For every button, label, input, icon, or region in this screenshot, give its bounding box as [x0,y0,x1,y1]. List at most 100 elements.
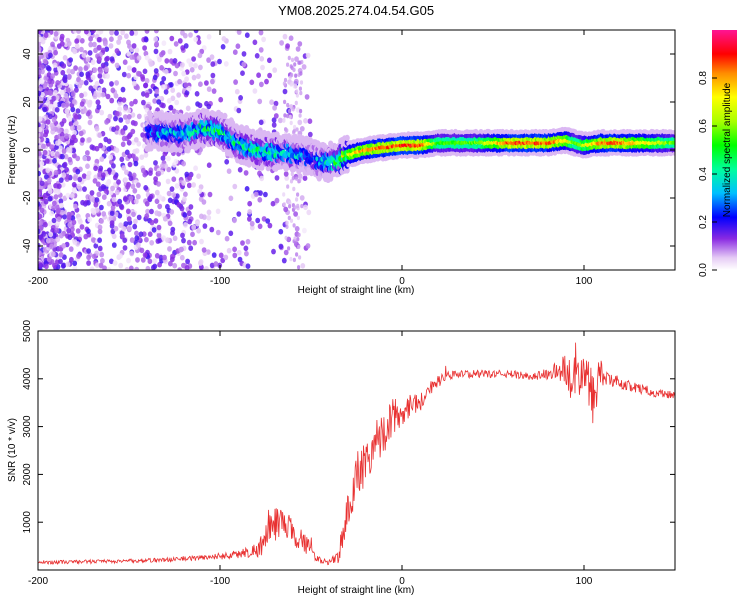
spectrogram-noise-point [273,100,279,107]
spectrogram-noise-point [48,103,54,110]
spectrogram-noise-point [132,223,138,230]
spectrogram-noise-point [148,170,153,176]
spectrogram-noise-point [56,216,62,222]
spectrogram-noise-point [48,113,53,120]
spectrogram-noise-point [286,62,290,67]
spectrogram-noise-point [97,132,103,138]
spectrogram-noise-point [188,32,193,38]
spectrogram-noise-point [114,147,120,154]
spectrogram-noise-point [126,140,132,146]
spectrogram-noise-point [255,217,261,224]
spectrogram-noise-point [286,198,290,203]
spectrogram-noise-point [108,43,114,49]
spectrogram-noise-point [209,54,215,60]
spectrogram-noise-point [151,227,157,233]
spectrogram-noise-point [43,32,49,38]
spectrogram-noise-point [149,208,154,215]
spectrogram-noise-point [133,198,139,205]
spectrogram-noise-point [243,245,249,252]
spectrogram-noise-point [299,71,303,76]
spectrogram-noise-point [38,116,43,122]
spectrogram-noise-point [129,54,135,60]
spectrogram-noise-point [217,58,222,65]
spectrogram-noise-point [184,265,190,270]
spectrogram-noise-point [72,129,77,136]
spectrogram-noise-point [58,252,64,258]
spectrogram-noise-point [89,266,95,270]
spectrogram-noise-point [72,175,78,181]
spectrogram-noise-point [82,201,88,207]
spectrogram-noise-point [213,261,219,267]
spectrogram-noise-point [38,80,41,86]
spectrogram-noise-point [236,249,242,256]
spectrogram-noise-point [47,196,53,202]
spectrogram-noise-point [289,104,293,109]
spectrogram-noise-point [278,243,284,250]
spectrogram-noise-point [70,125,75,131]
spectrogram-noise-point [295,93,299,98]
spectrogram-noise-point [42,106,48,113]
spectrogram-noise-point [104,66,109,73]
spectrogram-noise-point [283,99,287,105]
spectrogram-noise-point [47,184,53,190]
spectrogram-noise-point [152,74,158,81]
spectrogram-noise-point [128,175,134,182]
spectrogram-noise-point [124,266,130,270]
spectrogram-noise-point [79,38,85,44]
spectrogram-noise-point [153,36,159,42]
spectrogram-noise-point [85,73,91,79]
spectrogram-noise-point [117,34,123,41]
spectrogram-noise-point [109,56,115,62]
spectrogram-noise-point [79,79,84,86]
spectrogram-noise-point [48,52,53,59]
spectrogram-noise-point [38,69,42,75]
spectrogram-noise-point [38,90,42,97]
spectrogram-noise-point [271,248,276,255]
spectrogram-noise-point [109,210,115,217]
spectrogram-noise-point [161,102,166,109]
spectrogram-noise-point [241,61,247,68]
spectrogram-noise-point [171,176,177,182]
spectrogram-noise-point [168,260,173,267]
spectrogram-noise-point [234,88,240,95]
spectrogram-noise-point [101,194,107,200]
spectrogram-noise-point [196,228,202,234]
spectrogram-noise-point [120,86,126,93]
spectrogram-noise-point [186,182,192,189]
spectrogram-noise-point [257,197,263,203]
spectrogram-noise-point [296,192,300,197]
spectrogram-noise-point [292,186,296,192]
spectrogram-noise-point [286,102,290,108]
spectrogram-noise-point [97,171,102,178]
spectrogram-noise-point [126,133,132,140]
spectrogram-noise-point [51,251,56,257]
spectrogram-noise-point [284,175,290,181]
spectrogram-noise-point [260,64,265,71]
spectrogram-x-tick-label: 100 [576,276,593,287]
spectrogram-noise-point [204,80,209,86]
spectrogram-noise-point [259,56,265,62]
spectrogram-noise-point [283,113,287,118]
spectrogram-noise-point [93,243,99,249]
spectrogram-noise-point [120,129,126,136]
spectrogram-noise-point [206,103,212,110]
spectrogram-noise-point [271,122,277,128]
spectrogram-noise-point [47,220,53,227]
spectrogram-noise-point [210,72,216,79]
spectrogram-noise-point [144,201,150,207]
spectrogram-noise-point [136,113,142,120]
spectrogram-noise-point [148,61,154,67]
spectrogram-noise-point [232,252,238,259]
spectrogram-noise-point [182,212,188,218]
colorbar-label: Normalized spectral amplitude [722,82,733,217]
spectrogram-noise-point [105,181,110,187]
spectrogram-ridge-point [672,130,675,135]
spectrogram-noise-point [59,209,65,216]
spectrogram-noise-point [271,117,277,123]
spectrogram-noise-point [125,118,131,125]
spectrogram-noise-point [152,98,158,104]
spectrogram-noise-point [285,43,290,49]
spectrogram-noise-point [131,80,137,87]
spectrogram-noise-point [55,208,61,214]
spectrogram-noise-point [297,41,303,47]
